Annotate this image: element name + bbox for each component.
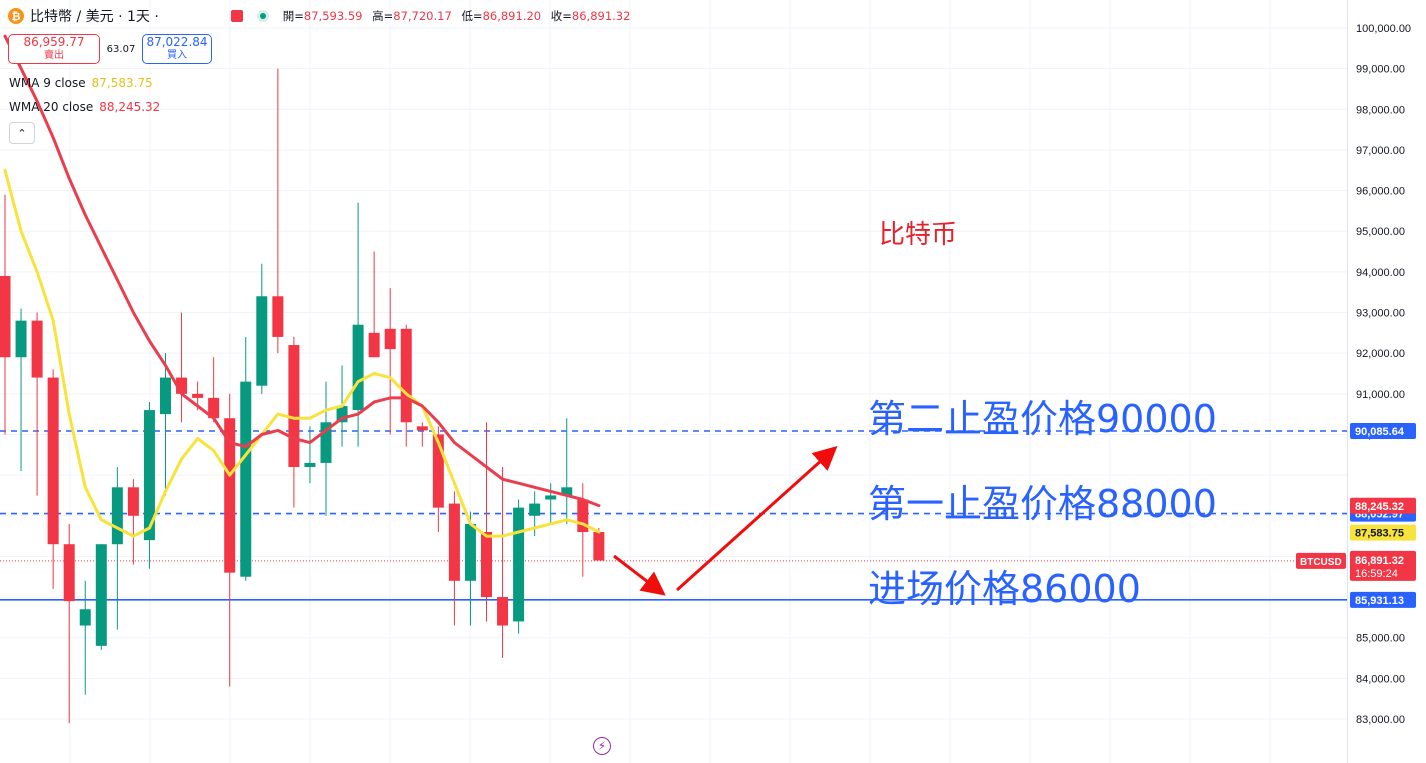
candle-down — [368, 332, 380, 358]
level-price-tag: 85,931.13 — [1355, 595, 1404, 607]
candle-up — [464, 523, 476, 581]
countdown-label: 16:59:24 — [1355, 568, 1398, 580]
y-tick-label: 95,000.00 — [1356, 226, 1405, 238]
last-price-tag-bg — [1350, 550, 1416, 581]
candle-up — [79, 609, 91, 626]
candle-up — [561, 487, 573, 496]
symbol-badge-bg — [1296, 552, 1346, 569]
candle-down — [0, 275, 11, 358]
candle-up — [160, 377, 171, 415]
entry-annotation[interactable]: 进场价格86000 — [868, 567, 1141, 611]
candle-up — [111, 487, 123, 545]
sell-button[interactable]: 86,959.77 賣出 — [8, 34, 100, 64]
up-arrow — [675, 445, 838, 592]
candle-up — [513, 507, 525, 622]
candle-down — [448, 503, 460, 581]
y-tick-label: 91,000.00 — [1356, 389, 1405, 401]
candle-up — [529, 503, 541, 516]
candle-down — [272, 296, 284, 337]
indicator-name: WMA 20 close — [9, 100, 94, 114]
y-tick-label: 94,000.00 — [1356, 267, 1405, 279]
candle-down — [127, 487, 139, 516]
buy-button[interactable]: 87,022.84 買入 — [142, 34, 212, 64]
candle-up — [352, 324, 364, 411]
symbol-header: ₿ 比特幣 / 美元 · 1天 · 開=87,593.59 高=87,720.1… — [8, 6, 636, 26]
candle-down — [384, 328, 396, 350]
candle-down — [593, 532, 605, 561]
candle-down — [31, 320, 43, 378]
candle-up — [336, 406, 348, 423]
asset-annotation[interactable]: 比特币 — [879, 220, 958, 250]
indicator-price-tag: 87,583.75 — [1355, 528, 1404, 540]
candle-down — [47, 377, 59, 545]
indicator-wma9[interactable]: WMA 9 close 87,583.75 — [9, 76, 153, 90]
candle-up — [320, 422, 332, 463]
indicator-wma20[interactable]: WMA 20 close 88,245.32 — [9, 100, 160, 114]
buy-price: 87,022.84 — [146, 35, 208, 49]
candle-down — [481, 532, 492, 598]
take-profit-2-annotation[interactable]: 第二止盈价格90000 — [868, 397, 1217, 441]
buy-label: 買入 — [167, 50, 187, 61]
indicator-price-tag: 88,245.32 — [1355, 501, 1404, 513]
candle-up — [15, 320, 27, 358]
indicator-value: 87,583.75 — [91, 76, 153, 90]
bitcoin-logo-icon: ₿ — [8, 8, 24, 24]
symbol-title[interactable]: 比特幣 / 美元 · 1天 · — [30, 9, 159, 25]
candle-up — [304, 462, 316, 467]
market-status-icon[interactable] — [256, 10, 269, 22]
sell-label: 賣出 — [44, 50, 64, 61]
candle-down — [63, 544, 75, 602]
lightning-icon[interactable]: ⚡ — [593, 737, 611, 755]
y-tick-label: 85,000.00 — [1356, 633, 1405, 645]
y-tick-label: 92,000.00 — [1356, 348, 1405, 360]
down-arrow — [613, 554, 666, 596]
chevron-up-icon: ⌃ — [17, 126, 27, 140]
candle-up — [95, 544, 107, 646]
candle-up — [240, 381, 252, 577]
take-profit-1-annotation[interactable]: 第一止盈价格88000 — [868, 482, 1217, 526]
indicator-value: 88,245.32 — [99, 100, 161, 114]
candle-down — [192, 393, 204, 398]
y-tick-label: 98,000.00 — [1356, 104, 1405, 116]
spread-value: 63.07 — [106, 43, 136, 55]
candle-down — [224, 418, 236, 573]
level-price-tag: 90,085.64 — [1355, 426, 1405, 438]
candle-up — [545, 495, 557, 500]
y-tick-label: 96,000.00 — [1356, 186, 1405, 198]
y-tick-label: 100,000.00 — [1356, 23, 1411, 35]
candle-up — [143, 410, 155, 541]
y-tick-label: 83,000.00 — [1356, 714, 1405, 726]
candle-down — [416, 426, 428, 431]
last-price-label: 86,891.32 — [1355, 555, 1404, 567]
indicator-price-tag-bg — [1350, 497, 1416, 514]
collapse-legend-button[interactable]: ⌃ — [9, 122, 35, 144]
level-price-tag-bg — [1350, 591, 1416, 608]
candle-up — [256, 296, 268, 386]
indicator-name: WMA 9 close — [9, 76, 86, 90]
candle-down — [432, 434, 444, 508]
y-tick-label: 99,000.00 — [1356, 64, 1405, 76]
sell-price: 86,959.77 — [23, 35, 85, 49]
y-tick-label: 84,000.00 — [1356, 673, 1405, 685]
candle-down — [497, 597, 509, 626]
ohlc-readout: 開=87,593.59 高=87,720.17 低=86,891.20 收=86… — [282, 9, 631, 23]
indicator-price-tag-bg — [1350, 524, 1416, 541]
level-price-tag-bg — [1350, 422, 1416, 439]
candle-down — [176, 377, 188, 394]
candle-down — [208, 397, 220, 419]
trade-panel: 86,959.77 賣出 63.07 87,022.84 買入 — [8, 34, 212, 64]
wma9-line — [3, 168, 601, 538]
candle-down — [577, 499, 589, 533]
wma20-line — [3, 34, 601, 508]
candle-down — [400, 328, 412, 423]
y-tick-label: 97,000.00 — [1356, 145, 1405, 157]
symbol-badge: BTCUSD — [1300, 557, 1342, 568]
candle-down — [288, 345, 300, 467]
y-tick-label: 93,000.00 — [1356, 308, 1405, 320]
flag-icon[interactable] — [230, 10, 243, 22]
